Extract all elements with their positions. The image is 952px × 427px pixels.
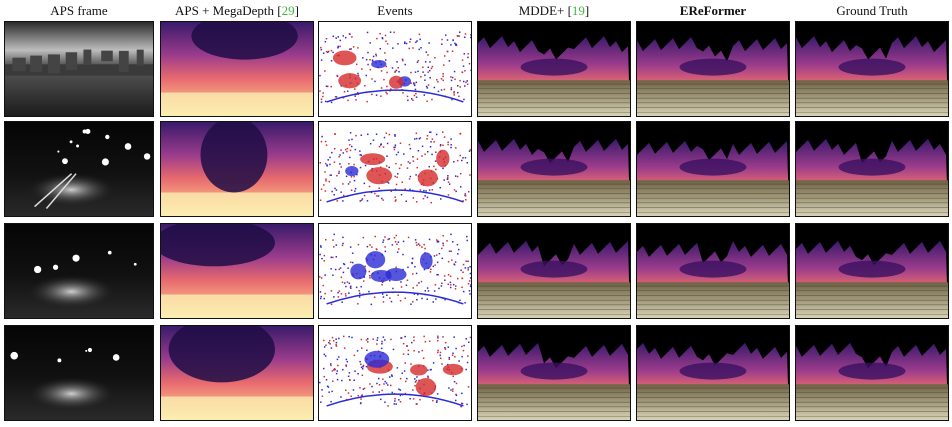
megadepth-depth-row-4 xyxy=(160,325,314,421)
header-aps-megadepth: APS + MegaDepth [29] xyxy=(175,3,299,18)
aps-frame-row-4 xyxy=(4,325,154,421)
ground-truth-depth-row-1 xyxy=(795,21,949,117)
ereformer-depth-row-3 xyxy=(636,223,790,319)
aps-frame-row-2 xyxy=(4,121,154,217)
mdde-depth-row-4 xyxy=(477,325,631,421)
citation: 19 xyxy=(571,3,585,18)
megadepth-depth-row-2 xyxy=(160,121,314,217)
citation: 29 xyxy=(281,3,295,18)
header-mdde: MDDE+ [19] xyxy=(518,3,590,18)
event-frame-row-3 xyxy=(318,223,472,319)
event-frame-row-1 xyxy=(318,21,472,117)
header-ground-truth: Ground Truth xyxy=(836,3,908,18)
megadepth-depth-row-3 xyxy=(160,223,314,319)
aps-frame-row-3 xyxy=(4,223,154,319)
aps-frame-row-1 xyxy=(4,21,154,117)
header-events: Events xyxy=(377,3,413,18)
event-frame-row-2 xyxy=(318,121,472,217)
ereformer-depth-row-1 xyxy=(636,21,790,117)
ereformer-depth-row-4 xyxy=(636,325,790,421)
mdde-depth-row-1 xyxy=(477,21,631,117)
ereformer-depth-row-2 xyxy=(636,121,790,217)
ground-truth-depth-row-3 xyxy=(795,223,949,319)
ground-truth-depth-row-4 xyxy=(795,325,949,421)
header-aps-frame: APS frame xyxy=(50,3,108,18)
mdde-depth-row-3 xyxy=(477,223,631,319)
ground-truth-depth-row-2 xyxy=(795,121,949,217)
megadepth-depth-row-1 xyxy=(160,21,314,117)
event-frame-row-4 xyxy=(318,325,472,421)
mdde-depth-row-2 xyxy=(477,121,631,217)
header-ereformer: EReFormer xyxy=(679,3,747,18)
